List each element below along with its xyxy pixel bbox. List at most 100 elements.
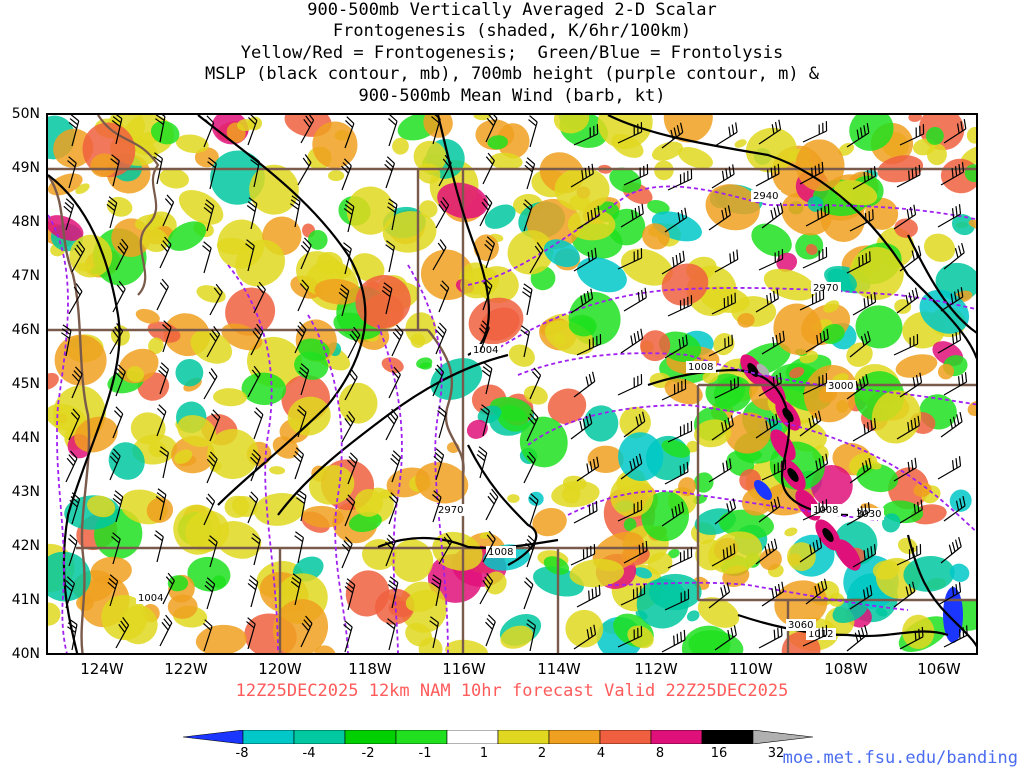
wind-barb-flag xyxy=(592,502,595,513)
wind-barb-staff xyxy=(391,457,402,483)
wind-barb xyxy=(115,238,129,271)
colorbar-label: 4 xyxy=(596,746,606,761)
wind-barb-flag xyxy=(348,411,356,420)
wind-barb xyxy=(297,405,307,438)
wind-barb-flag xyxy=(635,456,640,466)
wind-barb-flag xyxy=(686,461,689,472)
wind-barb-staff xyxy=(250,456,261,482)
wind-barb-flag xyxy=(673,384,676,395)
wind-barb-flag xyxy=(734,292,736,303)
wind-barb-staff xyxy=(523,584,534,610)
wind-barb-staff xyxy=(479,202,493,227)
wind-barb-staff xyxy=(115,496,124,523)
wind-barb-flag xyxy=(344,620,353,628)
shade-cell xyxy=(272,599,329,653)
wind-barb-staff xyxy=(294,201,301,228)
wind-barb-staff xyxy=(385,541,396,567)
wind-barb xyxy=(341,536,353,569)
wind-barb-flag xyxy=(387,584,397,591)
wind-barb-flag xyxy=(862,589,866,600)
wind-barb-flag xyxy=(485,156,494,165)
shade-cell xyxy=(150,120,180,145)
wind-barb-flag xyxy=(338,291,348,300)
wind-barb xyxy=(943,119,967,144)
wind-barb xyxy=(61,324,72,357)
wind-barb xyxy=(896,164,921,188)
wind-barb-flag xyxy=(727,296,729,307)
shade-cell xyxy=(776,252,798,272)
wind-barb-staff xyxy=(937,465,961,480)
shade-cell xyxy=(805,244,818,255)
wind-barb-staff xyxy=(162,580,175,605)
wind-barb-flag xyxy=(256,285,265,294)
wind-barb-flag xyxy=(291,577,301,585)
wind-barb-flag xyxy=(389,576,399,584)
wind-barb xyxy=(528,115,538,148)
wind-barb xyxy=(849,209,874,232)
lat-label-49n: 49N xyxy=(11,160,40,176)
wind-barb-staff xyxy=(570,297,593,314)
colorbar-label: 2 xyxy=(537,746,547,761)
shade-cell xyxy=(76,262,92,272)
wind-barb-flag xyxy=(588,590,590,601)
wind-barb-flag xyxy=(491,488,499,498)
contour-label-bg xyxy=(751,190,781,202)
wind-barb-flag xyxy=(826,328,829,339)
wind-barb-staff xyxy=(576,343,601,356)
wind-barb-staff xyxy=(247,498,259,524)
frontolysis-core xyxy=(754,480,772,500)
wind-barb-staff xyxy=(65,204,75,231)
shade-cell xyxy=(159,168,189,189)
wind-barb-staff xyxy=(576,465,599,482)
shade-cell xyxy=(419,200,438,218)
shade-cell xyxy=(686,610,700,622)
contour-label-bg xyxy=(136,592,166,604)
wind-barb-flag xyxy=(731,334,733,345)
wind-barb-flag xyxy=(673,635,675,646)
wind-barb-flag xyxy=(68,618,78,625)
wind-barb-flag xyxy=(523,203,532,211)
wind-barb-flag xyxy=(594,207,597,218)
wind-barb-flag xyxy=(952,416,957,427)
wind-barb xyxy=(247,115,258,146)
shade-cell xyxy=(894,299,912,314)
wind-barb xyxy=(758,496,781,523)
wind-barb-flag xyxy=(950,293,954,304)
wind-barb-flag xyxy=(118,624,126,633)
wind-barb-flag xyxy=(163,618,171,627)
wind-barb-flag xyxy=(772,376,776,387)
shade-cell xyxy=(76,595,94,611)
shade-cell xyxy=(466,419,488,439)
wind-barb-staff xyxy=(112,288,126,313)
wind-barb-staff xyxy=(940,546,962,564)
wind-barb-flag xyxy=(113,494,123,502)
wind-barb-flag xyxy=(951,208,955,219)
wind-barb xyxy=(203,619,213,652)
wind-barb-flag xyxy=(765,420,769,431)
wind-barb-flag xyxy=(247,617,256,625)
wind-barb-flag xyxy=(822,289,825,300)
intense-band-core xyxy=(822,528,834,542)
wind-barb-flag xyxy=(908,584,913,594)
source-url-link[interactable]: moe.met.fsu.edu/banding xyxy=(782,748,1018,768)
shade-cell xyxy=(661,439,691,458)
wind-barb-staff xyxy=(65,330,72,357)
wind-barb-flag xyxy=(61,328,71,335)
wind-barb-flag xyxy=(864,624,868,635)
wind-barb-flag xyxy=(204,203,214,211)
shade-cell xyxy=(355,275,411,329)
wind-barb-staff xyxy=(899,254,922,272)
wind-barb xyxy=(110,154,120,187)
mslp-isobar xyxy=(467,444,538,566)
wind-barb-flag xyxy=(484,576,492,586)
colorbar-max-arrow xyxy=(752,730,813,744)
wind-barb xyxy=(520,325,530,358)
wind-barb xyxy=(438,280,450,313)
wind-barb xyxy=(293,447,305,480)
wind-barb-flag xyxy=(920,499,923,510)
wind-barb-flag xyxy=(579,420,583,431)
shade-cell xyxy=(106,196,133,217)
wind-barb-staff xyxy=(156,536,164,563)
wind-barb-flag xyxy=(69,534,78,542)
wind-barb-flag xyxy=(822,374,824,385)
